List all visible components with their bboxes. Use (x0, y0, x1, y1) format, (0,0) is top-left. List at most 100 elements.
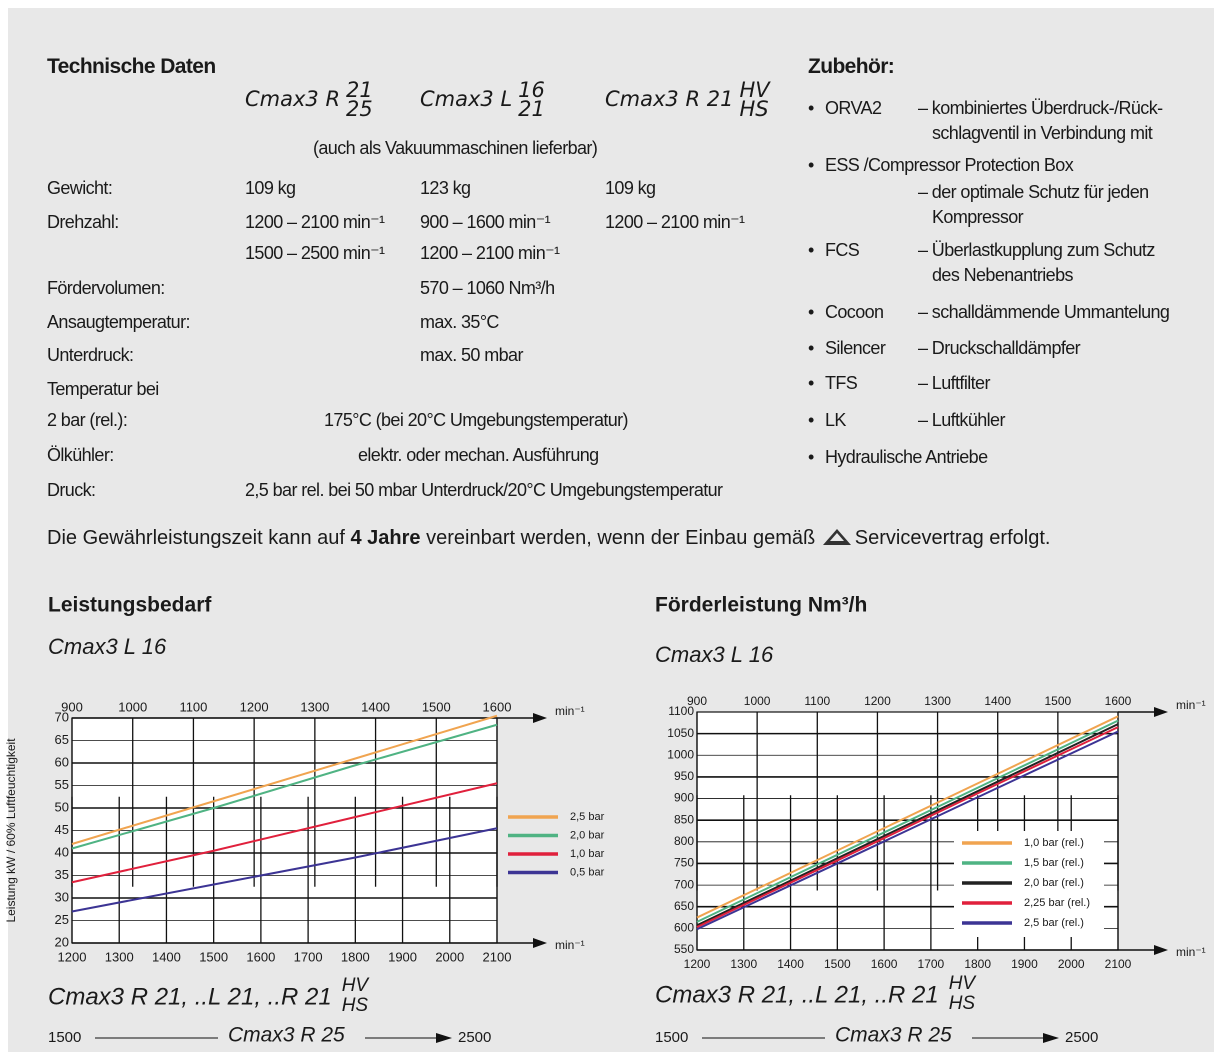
warranty: Die Gewährleistungszeit kann auf 4 Jahre… (47, 527, 1050, 550)
legend-label: 0,5 bar (rel.) (570, 866, 607, 878)
x-tick-label: 1600 (871, 957, 898, 971)
row-label: Unterdruck: (47, 345, 134, 365)
y-tick-label: 35 (55, 867, 69, 882)
model-name: Cmax3 R (245, 87, 341, 112)
y-tick-label: 45 (55, 822, 69, 837)
caption-variant: HS (949, 993, 976, 1014)
bullet: • (808, 302, 814, 322)
caption: Cmax3 R 21, ..L 21, ..R 21 (48, 983, 332, 1010)
row-cell: 900 – 1600 min⁻¹ (420, 212, 551, 232)
y-tick-label: 60 (55, 754, 69, 769)
arrow-head (436, 1033, 452, 1043)
range-end: 2500 (1065, 1029, 1098, 1044)
x2-tick-label: 1300 (300, 699, 329, 714)
row-label: Gewicht: (47, 178, 113, 198)
accessory-desc: – kombiniertes Überdruck-/Rück- (918, 98, 1163, 118)
x2-tick-label: 1400 (361, 699, 390, 714)
bullet: • (808, 155, 814, 175)
bullet: • (808, 240, 814, 260)
row-span: 2,5 bar rel. bei 50 mbar Unterdruck/20°C… (245, 480, 723, 500)
page: Technische Daten Cmax3 R 21 25 Cmax3 L 16 21 Cm… (4, 8, 1214, 1052)
model-variant: 21 (518, 96, 545, 121)
logo-inner (829, 533, 844, 541)
row-label: Drehzahl: (47, 212, 119, 232)
x-tick-label: 1800 (964, 957, 991, 971)
row-label: Temperatur bei (47, 379, 159, 399)
arrow-head (533, 938, 547, 948)
chart-title: Leistungsbedarf (48, 594, 212, 617)
accessory-desc: – schalldämmende Ummantelung (918, 302, 1170, 322)
series-line (71, 723, 498, 850)
y-tick-label: 1100 (668, 704, 694, 718)
y-tick-label: 650 (674, 899, 694, 913)
x-tick-label: 1400 (152, 949, 181, 964)
accessory-name: Cocoon (825, 302, 884, 322)
x-tick-label: 2000 (1058, 957, 1085, 971)
y-tick-label: 1050 (667, 726, 694, 740)
legend-label: 2,25 bar (rel.) (1024, 897, 1090, 909)
series-line (696, 730, 1119, 931)
legend-label: 1,0 bar (rel.) (1024, 837, 1084, 849)
section-title: Technische Daten (47, 55, 216, 78)
accessory-name: Hydraulische Antriebe (825, 447, 988, 467)
x2-tick-label: 1600 (1105, 694, 1132, 708)
bullet: • (808, 410, 814, 430)
accessory-name: Silencer (825, 338, 886, 358)
chart-subtitle: Cmax3 L 16 (48, 634, 167, 659)
y-tick-label: 1000 (667, 747, 694, 761)
y-tick-label: 50 (55, 799, 69, 814)
x-tick-label: 2000 (435, 949, 464, 964)
y-tick-label: 20 (55, 934, 69, 949)
x2-tick-label: 1400 (984, 694, 1011, 708)
y-tick-label: 40 (55, 844, 69, 859)
y-tick-label: 700 (674, 877, 694, 891)
chart-title: Förderleistung Nm³/h (655, 594, 867, 617)
row-label: Fördervolumen: (47, 278, 165, 298)
row-cell: 109 kg (245, 178, 296, 198)
y-tick-label: 750 (674, 856, 694, 870)
row-cell: 1200 – 2100 min⁻¹ (420, 243, 560, 263)
x-tick-label: 2100 (1105, 957, 1132, 971)
row-cell: 1500 – 2500 min⁻¹ (245, 243, 385, 263)
model-variant: 25 (346, 96, 373, 121)
legend-label: 2,5 bar (rel.) (1024, 917, 1084, 929)
warranty-before: Die Gewährleistungszeit kann auf (47, 527, 351, 549)
range-label: Cmax3 R 25 (835, 1024, 952, 1044)
row-cell: 109 kg (605, 178, 656, 198)
row-cell: 1200 – 2100 min⁻¹ (605, 212, 745, 232)
row-label: Druck: (47, 480, 96, 500)
chart-subtitle: Cmax3 L 16 (655, 642, 774, 667)
row-cell: max. 35°C (420, 312, 499, 332)
warranty-middle: vereinbart werden, wenn der Einbau gemäß (420, 527, 821, 549)
row-span: elektr. oder mechan. Ausführung (358, 445, 599, 465)
x2-tick-label: 900 (687, 694, 707, 708)
accessory-desc: – Druckschalldämpfer (918, 338, 1081, 358)
x-unit: min⁻¹ (555, 704, 585, 718)
accessory-desc: – Überlastkupplung zum Schutz (918, 240, 1155, 260)
y-tick-label: 65 (55, 732, 69, 747)
x-tick-label: 2100 (483, 949, 512, 964)
series-line (696, 719, 1119, 923)
y-axis-label: Leistung kW / 60% Luftfeuchtigkeit (4, 738, 18, 923)
accessory-desc: – der optimale Schutz für jeden (918, 182, 1149, 202)
x-unit: min⁻¹ (1176, 945, 1206, 959)
x2-tick-label: 1000 (744, 694, 771, 708)
accessory-desc: Kompressor (932, 207, 1024, 227)
legend-label: 2,0 bar (rel.) (1024, 877, 1084, 889)
x2-tick-label: 1000 (118, 699, 147, 714)
y-tick-label: 30 (55, 889, 69, 904)
legend-label: 2,0 bar (rel.) (570, 829, 607, 841)
y-tick-label: 25 (55, 912, 69, 927)
x-tick-label: 1300 (105, 949, 134, 964)
x-tick-label: 1500 (824, 957, 851, 971)
row-span: 175°C (bei 20°C Umgebungstemperatur) (324, 410, 629, 430)
chart: Leistungsbedarf Cmax3 L 16 20 25 30 35 40 45 50 5… (4, 594, 607, 1044)
arrow-head (1154, 945, 1168, 955)
x-tick-label: 1600 (246, 949, 275, 964)
x2-tick-label: 1300 (924, 694, 951, 708)
x2-tick-label: 1200 (240, 699, 269, 714)
x-tick-label: 1900 (1011, 957, 1038, 971)
warranty-after: Servicevertrag erfolgt. (854, 527, 1051, 549)
model-variant: HS (739, 96, 769, 121)
